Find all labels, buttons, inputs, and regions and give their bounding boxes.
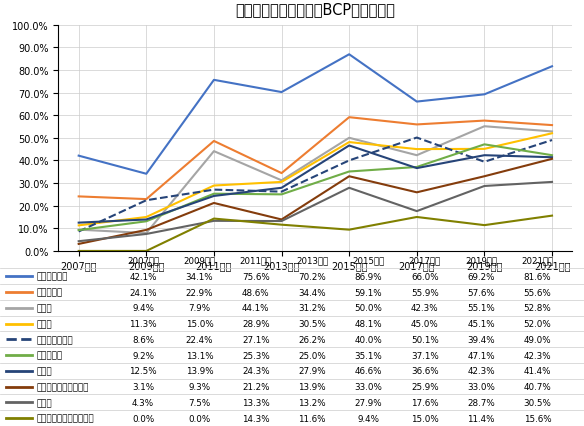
Text: 情報通信業: 情報通信業 <box>37 288 63 297</box>
Text: 小売業: 小売業 <box>37 398 53 407</box>
Text: 42.3%: 42.3% <box>411 304 439 313</box>
Text: 7.5%: 7.5% <box>188 398 211 407</box>
Text: 50.0%: 50.0% <box>354 304 383 313</box>
Text: 31.2%: 31.2% <box>298 304 326 313</box>
Text: サービス業: サービス業 <box>37 351 63 360</box>
Text: 45.1%: 45.1% <box>467 320 495 328</box>
Text: 11.3%: 11.3% <box>129 320 157 328</box>
Text: 21.2%: 21.2% <box>242 382 270 391</box>
Text: 44.1%: 44.1% <box>242 304 270 313</box>
Text: 57.6%: 57.6% <box>467 288 495 297</box>
Text: 12.5%: 12.5% <box>129 366 157 375</box>
Text: 86.9%: 86.9% <box>354 272 383 281</box>
Text: 9.3%: 9.3% <box>189 382 210 391</box>
Text: 49.0%: 49.0% <box>524 335 551 344</box>
Text: 9.2%: 9.2% <box>132 351 154 360</box>
Text: 75.6%: 75.6% <box>242 272 270 281</box>
Text: 卸売業: 卸売業 <box>37 366 53 375</box>
Text: 17.6%: 17.6% <box>411 398 439 407</box>
Text: 59.1%: 59.1% <box>354 288 383 297</box>
Text: 25.3%: 25.3% <box>242 351 270 360</box>
Title: 業種別事業継続計画（BCP）策定状況: 業種別事業継続計画（BCP）策定状況 <box>235 3 395 17</box>
Text: 27.1%: 27.1% <box>242 335 270 344</box>
Text: 13.9%: 13.9% <box>298 382 326 391</box>
Text: 47.1%: 47.1% <box>467 351 495 360</box>
Text: 宿泊業、飲食サービス業: 宿泊業、飲食サービス業 <box>37 414 95 423</box>
Text: 36.6%: 36.6% <box>411 366 439 375</box>
Text: 2009年度: 2009年度 <box>183 256 215 265</box>
Text: 33.0%: 33.0% <box>354 382 383 391</box>
Text: 40.7%: 40.7% <box>524 382 551 391</box>
Text: 13.1%: 13.1% <box>186 351 213 360</box>
Text: 34.4%: 34.4% <box>298 288 326 297</box>
Text: 15.0%: 15.0% <box>411 414 439 423</box>
Text: 45.0%: 45.0% <box>411 320 439 328</box>
Text: 46.6%: 46.6% <box>354 366 383 375</box>
Text: 13.9%: 13.9% <box>186 366 213 375</box>
Text: 3.1%: 3.1% <box>132 382 154 391</box>
Text: 52.8%: 52.8% <box>524 304 551 313</box>
Text: 運輸業・郵便業: 運輸業・郵便業 <box>37 335 74 344</box>
Text: 7.9%: 7.9% <box>189 304 210 313</box>
Text: 52.0%: 52.0% <box>524 320 551 328</box>
Text: 2017年度: 2017年度 <box>409 256 441 265</box>
Text: 24.1%: 24.1% <box>129 288 157 297</box>
Text: 8.6%: 8.6% <box>132 335 154 344</box>
Text: 50.1%: 50.1% <box>411 335 439 344</box>
Text: 35.1%: 35.1% <box>354 351 383 360</box>
Text: 28.9%: 28.9% <box>242 320 270 328</box>
Text: 55.6%: 55.6% <box>524 288 551 297</box>
Text: 42.3%: 42.3% <box>467 366 495 375</box>
Text: 13.2%: 13.2% <box>298 398 326 407</box>
Text: 42.3%: 42.3% <box>524 351 551 360</box>
Text: 26.2%: 26.2% <box>298 335 326 344</box>
Text: 15.0%: 15.0% <box>186 320 213 328</box>
Text: 製造業: 製造業 <box>37 320 53 328</box>
Text: 金融・保険業: 金融・保険業 <box>37 272 68 281</box>
Text: 14.3%: 14.3% <box>242 414 270 423</box>
Text: 建設業: 建設業 <box>37 304 53 313</box>
Text: 22.9%: 22.9% <box>186 288 213 297</box>
Text: 28.7%: 28.7% <box>467 398 495 407</box>
Text: 27.9%: 27.9% <box>354 398 383 407</box>
Text: 2015年度: 2015年度 <box>352 256 385 265</box>
Text: 2011年度: 2011年度 <box>239 256 272 265</box>
Text: 55.1%: 55.1% <box>467 304 495 313</box>
Text: 2021年度: 2021年度 <box>522 256 554 265</box>
Text: 15.6%: 15.6% <box>524 414 551 423</box>
Text: 55.9%: 55.9% <box>411 288 439 297</box>
Text: 2007年度: 2007年度 <box>127 256 159 265</box>
Text: 不動産業、物品賃貸業: 不動産業、物品賃貸業 <box>37 382 89 391</box>
Text: 69.2%: 69.2% <box>467 272 495 281</box>
Text: 41.4%: 41.4% <box>524 366 551 375</box>
Text: 2013年度: 2013年度 <box>296 256 328 265</box>
Text: 34.1%: 34.1% <box>186 272 213 281</box>
Text: 70.2%: 70.2% <box>298 272 326 281</box>
Text: 25.0%: 25.0% <box>298 351 326 360</box>
Text: 9.4%: 9.4% <box>132 304 154 313</box>
Text: 30.5%: 30.5% <box>524 398 551 407</box>
Text: 27.9%: 27.9% <box>298 366 326 375</box>
Text: 81.6%: 81.6% <box>524 272 551 281</box>
Text: 30.5%: 30.5% <box>298 320 326 328</box>
Text: 2019年度: 2019年度 <box>465 256 498 265</box>
Text: 9.4%: 9.4% <box>357 414 380 423</box>
Text: 40.0%: 40.0% <box>354 335 383 344</box>
Text: 37.1%: 37.1% <box>411 351 439 360</box>
Text: 25.9%: 25.9% <box>411 382 439 391</box>
Text: 22.4%: 22.4% <box>186 335 213 344</box>
Text: 24.3%: 24.3% <box>242 366 270 375</box>
Text: 39.4%: 39.4% <box>467 335 495 344</box>
Text: 66.0%: 66.0% <box>411 272 439 281</box>
Text: 48.6%: 48.6% <box>242 288 270 297</box>
Text: 0.0%: 0.0% <box>188 414 211 423</box>
Text: 33.0%: 33.0% <box>467 382 495 391</box>
Text: 13.3%: 13.3% <box>242 398 270 407</box>
Text: 48.1%: 48.1% <box>354 320 383 328</box>
Text: 4.3%: 4.3% <box>132 398 154 407</box>
Text: 11.4%: 11.4% <box>467 414 495 423</box>
Text: 11.6%: 11.6% <box>298 414 326 423</box>
Text: 0.0%: 0.0% <box>132 414 154 423</box>
Text: 42.1%: 42.1% <box>129 272 157 281</box>
